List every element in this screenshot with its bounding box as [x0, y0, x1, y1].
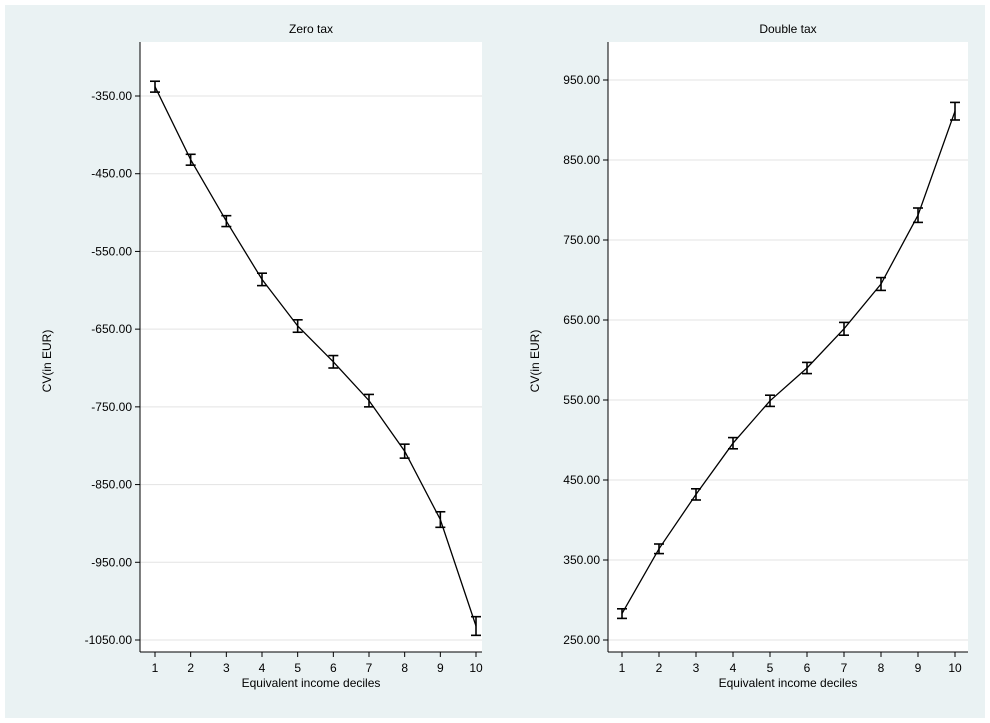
- x-tick-label: 10: [469, 661, 483, 675]
- x-tick-label: 6: [330, 661, 337, 675]
- grid-double-tax: [608, 79, 968, 641]
- axes-double-tax: [607, 42, 968, 653]
- x-tick-label: 4: [259, 661, 266, 675]
- y-tick-label: -450.00: [91, 167, 132, 181]
- y-tick-label: -850.00: [91, 478, 132, 492]
- chart-svg: Zero tax -350.00 -450.00 -550.00 -650.00 -75…: [40, 22, 968, 690]
- y-tick-label: 450.00: [563, 473, 600, 487]
- x-tick-label: 5: [767, 661, 774, 675]
- plot-area-double-tax: [608, 42, 968, 652]
- panel-title-zero-tax: Zero tax: [289, 22, 333, 36]
- y-tick-label: -550.00: [91, 244, 132, 258]
- series-line-zero-tax: [154, 86, 477, 627]
- x-tick-label: 10: [948, 661, 962, 675]
- x-tick-label: 5: [294, 661, 301, 675]
- x-tick-label: 9: [915, 661, 922, 675]
- error-bars-zero-tax: [150, 80, 481, 637]
- y-tick-label: 350.00: [563, 553, 600, 567]
- y-tick-label: -350.00: [91, 89, 132, 103]
- y-ticks-double-tax: 250.00 350.00 450.00 550.00 650.00 750.00 850.…: [563, 73, 608, 647]
- x-tick-label: 7: [366, 661, 373, 675]
- x-tick-label: 6: [804, 661, 811, 675]
- plot-area-zero-tax: [140, 42, 482, 652]
- y-tick-label: -750.00: [91, 400, 132, 414]
- x-ticks-double-tax: 1 2 3 4 5 6 7 8 9 10: [619, 652, 962, 675]
- figure: Zero tax -350.00 -450.00 -550.00 -650.00 -75…: [5, 5, 985, 718]
- series-line-double-tax: [621, 110, 956, 614]
- axes-zero-tax: [139, 42, 482, 653]
- y-tick-label: 750.00: [563, 233, 600, 247]
- y-axis-title-double-tax: CV(in EUR): [528, 330, 542, 393]
- x-tick-label: 2: [187, 661, 194, 675]
- y-axis-title-zero-tax: CV(in EUR): [40, 330, 54, 393]
- y-ticks-zero-tax: -350.00 -450.00 -550.00 -650.00 -750.00 -850.…: [85, 89, 140, 647]
- x-tick-label: 1: [619, 661, 626, 675]
- panel-zero-tax: Zero tax -350.00 -450.00 -550.00 -650.00 -75…: [40, 22, 483, 690]
- x-ticks-zero-tax: 1 2 3 4 5 6 7 8 9 10: [152, 652, 483, 675]
- x-tick-label: 9: [437, 661, 444, 675]
- y-tick-label: 850.00: [563, 153, 600, 167]
- x-tick-label: 7: [841, 661, 848, 675]
- y-tick-label: -1050.00: [85, 633, 133, 647]
- y-tick-label: 550.00: [563, 393, 600, 407]
- x-tick-label: 3: [223, 661, 230, 675]
- x-tick-label: 1: [152, 661, 159, 675]
- y-tick-label: -650.00: [91, 322, 132, 336]
- panel-double-tax: Double tax 250.00 350.00 450.00 550.00 650.0…: [528, 22, 968, 690]
- x-tick-label: 3: [693, 661, 700, 675]
- x-tick-label: 8: [401, 661, 408, 675]
- x-tick-label: 2: [656, 661, 663, 675]
- x-tick-label: 4: [730, 661, 737, 675]
- y-tick-label: 250.00: [563, 633, 600, 647]
- y-tick-label: -950.00: [91, 555, 132, 569]
- x-axis-title-double-tax: Equivalent income deciles: [719, 676, 858, 690]
- panel-title-double-tax: Double tax: [759, 22, 816, 36]
- grid-zero-tax: [140, 95, 482, 641]
- y-tick-label: 950.00: [563, 73, 600, 87]
- y-tick-label: 650.00: [563, 313, 600, 327]
- x-axis-title-zero-tax: Equivalent income deciles: [242, 676, 381, 690]
- x-tick-label: 8: [878, 661, 885, 675]
